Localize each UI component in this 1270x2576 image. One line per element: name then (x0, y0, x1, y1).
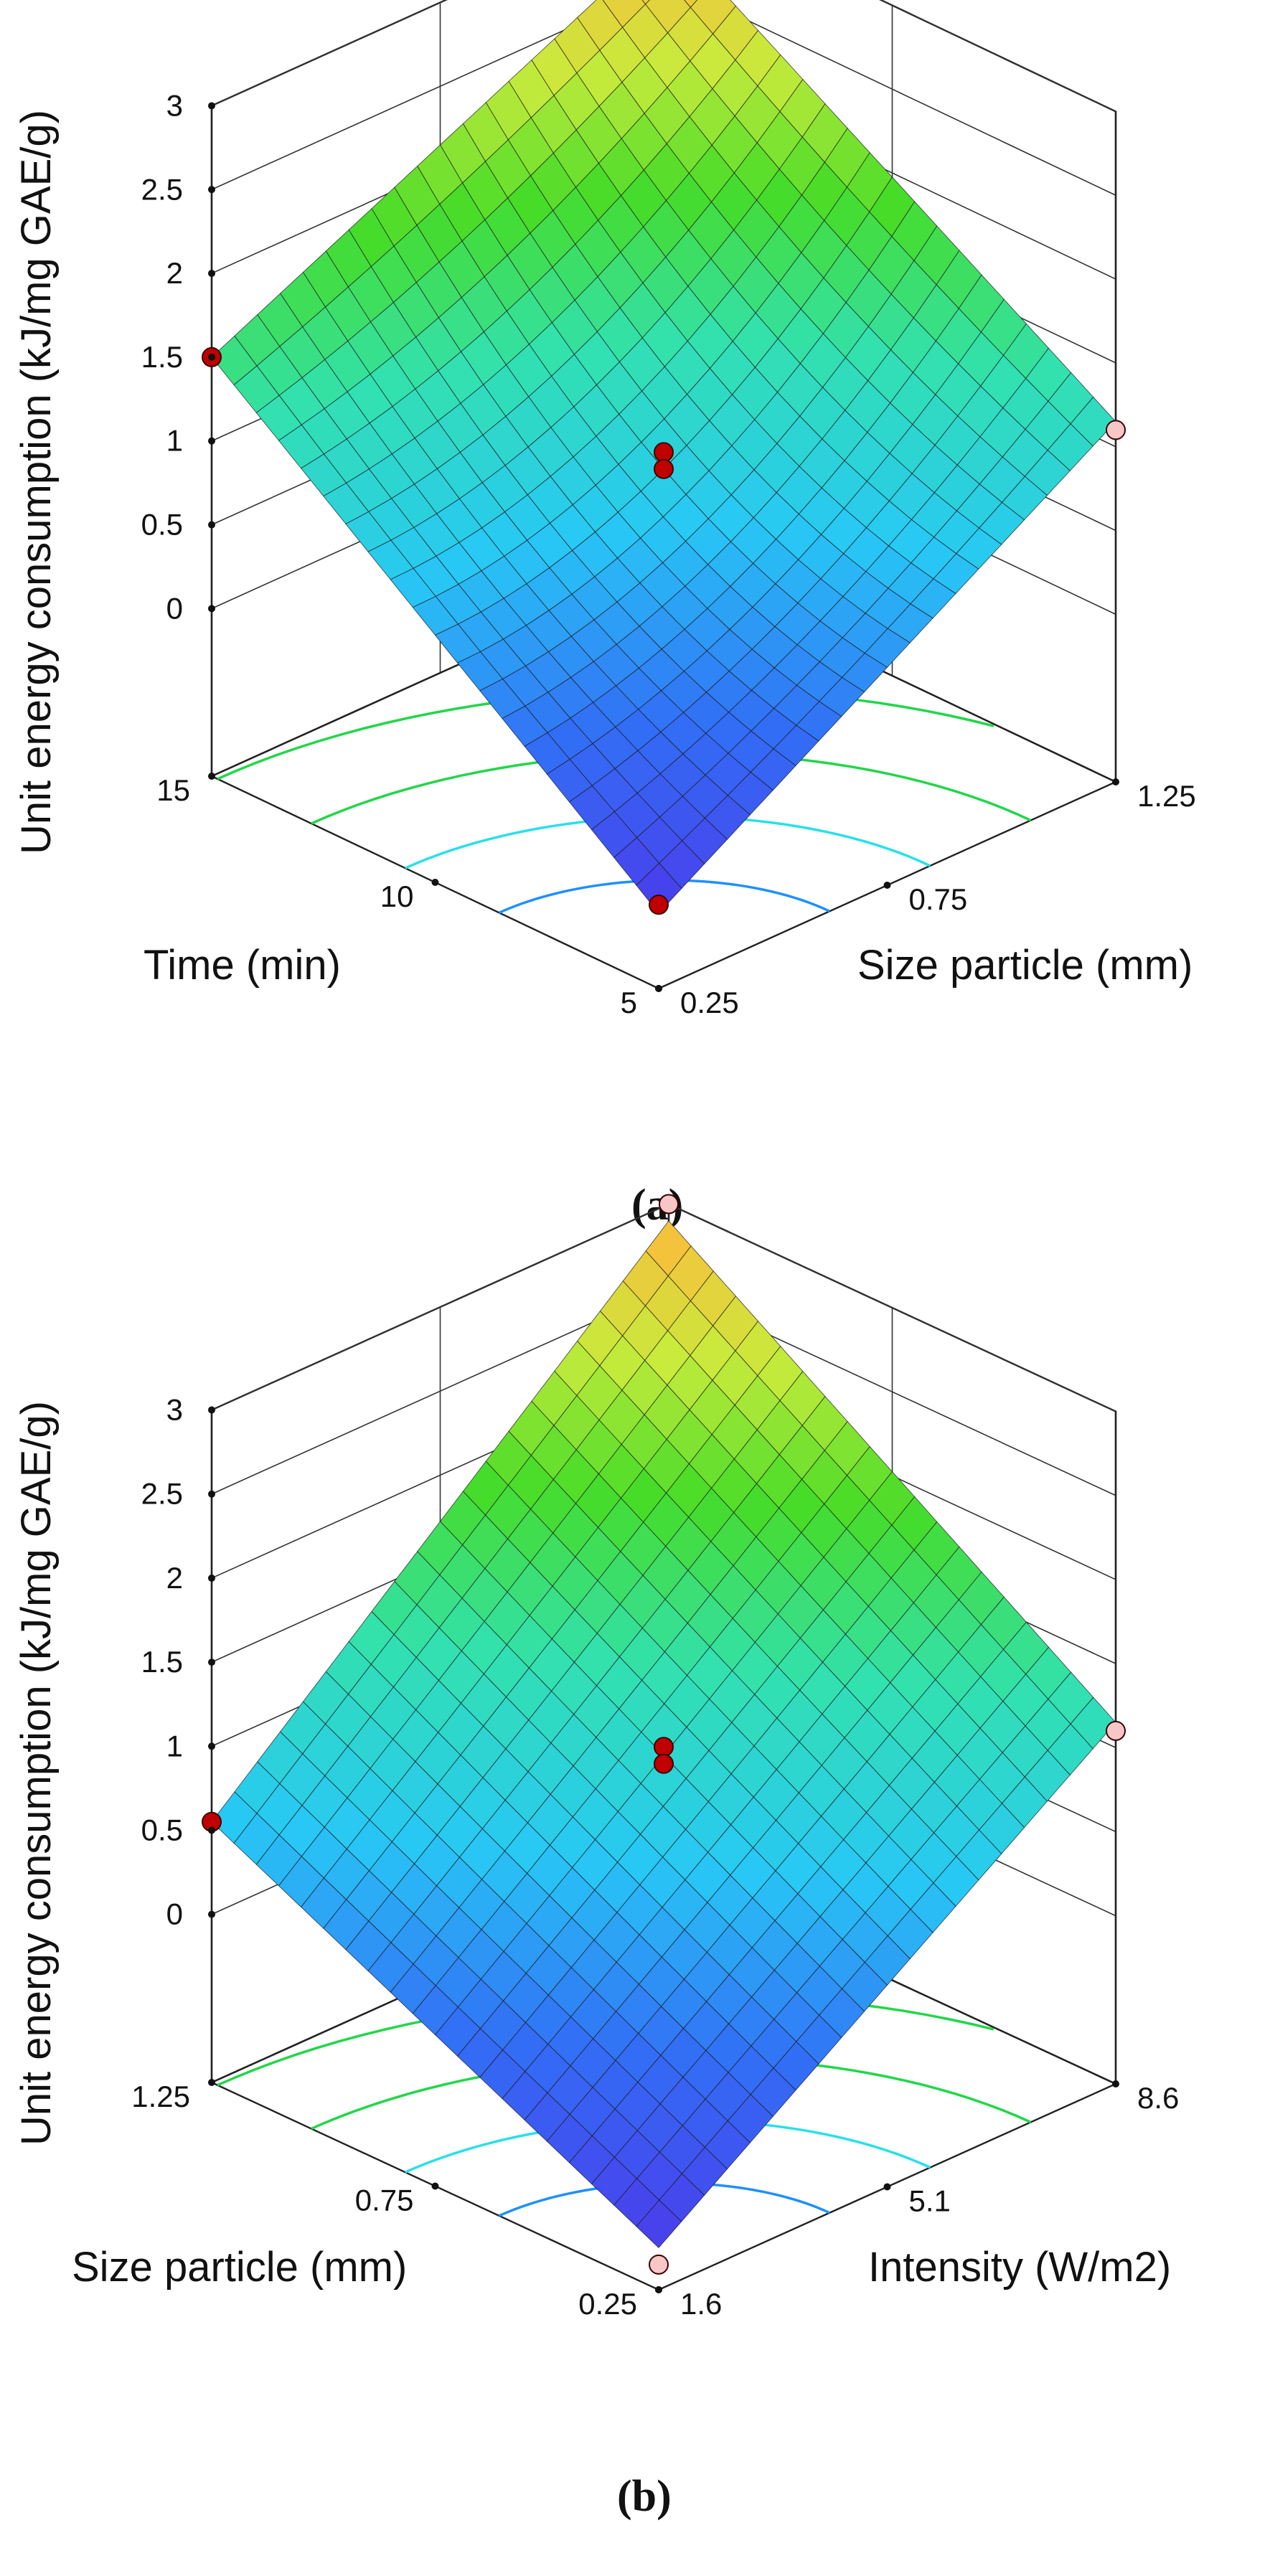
design-point (654, 1753, 674, 1774)
z-tick-mark (208, 437, 215, 445)
right-tick-mark (883, 882, 891, 889)
z-gridline (211, 0, 1116, 113)
left-tick-label: 0.75 (355, 2184, 414, 2217)
surface-facet (641, 0, 650, 5)
z-tick-label: 2 (166, 1561, 183, 1595)
left-tick-label: 5 (621, 986, 637, 1019)
left-tick-label: 15 (156, 773, 190, 807)
z-tick-mark (208, 1659, 215, 1666)
right-axis: 0.25 0.75 1.25 Size particle (mm) (655, 778, 1196, 1019)
design-point (654, 1737, 674, 1758)
right-tick-mark (1112, 778, 1119, 785)
z-tick-label: 1.5 (141, 340, 183, 374)
design-point (649, 895, 669, 915)
response-surface (211, 0, 1116, 914)
right-tick-label: 5.1 (909, 2184, 951, 2218)
right-tick-mark (883, 2183, 891, 2191)
z-axis: 0 0.5 1 1.5 2 2.5 3 (141, 88, 215, 625)
left-tick-mark (208, 2079, 215, 2086)
right-tick-label: 0.25 (680, 986, 739, 1019)
z-tick-label: 3 (166, 1393, 183, 1427)
left-tick-mark (208, 773, 215, 780)
z-tick-label: 1.5 (141, 1645, 183, 1679)
z-tick-mark (208, 270, 215, 278)
design-point (1106, 1720, 1126, 1741)
left-axis: 5 10 15 Time (min) (144, 773, 662, 1019)
panel-label: (b) (617, 2472, 672, 2521)
left-axis-title: Size particle (mm) (72, 2244, 407, 2290)
z-axis-title: Unit energy consumption (kJ/mg GAE/g) (13, 110, 60, 854)
z-tick-label: 2.5 (141, 172, 183, 206)
right-axis-title: Size particle (mm) (857, 942, 1193, 989)
z-tick-mark (208, 1574, 215, 1582)
surface-facet (684, 0, 698, 9)
z-axis: 0 0.5 1 1.5 2 2.5 3 (141, 1393, 215, 1931)
left-tick-label: 10 (380, 879, 414, 913)
z-tick-mark (208, 1826, 215, 1834)
right-axis: 1.6 5.1 8.6 Intensity (W/m2) (655, 2080, 1179, 2321)
left-axis: 0.25 0.75 1.25 Size particle (mm) (72, 2079, 662, 2321)
surface-facet (636, 862, 682, 914)
left-tick-mark (431, 879, 439, 886)
z-tick-label: 1 (166, 1729, 183, 1763)
surface-facet (636, 2199, 682, 2249)
design-point (649, 2254, 669, 2275)
design-point (654, 442, 674, 463)
z-tick-mark (208, 186, 215, 194)
response-surface (211, 1220, 1116, 2249)
z-tick-label: 1 (166, 424, 183, 458)
z-tick-mark (208, 521, 215, 529)
right-tick-mark (1112, 2080, 1119, 2087)
z-gridline (211, 0, 1116, 196)
design-point (654, 458, 674, 479)
z-tick-mark (208, 1742, 215, 1750)
z-tick-label: 2.5 (141, 1477, 183, 1511)
panel-b-chart: 0 0.5 1 1.5 2 2.5 3 0.25 0.75 1.25 Size particle (… (13, 1194, 1179, 2521)
z-tick-mark (208, 1490, 215, 1498)
z-axis-title: Unit energy consumption (kJ/mg GAE/g) (13, 1401, 60, 2146)
z-tick-label: 0.5 (141, 508, 183, 542)
z-tick-label: 2 (166, 256, 183, 290)
z-tick-mark (208, 605, 215, 613)
right-tick-label: 1.25 (1137, 779, 1196, 813)
right-tick-mark (655, 2286, 662, 2293)
right-tick-label: 8.6 (1137, 2081, 1179, 2115)
z-tick-mark (208, 102, 215, 110)
z-tick-mark (208, 353, 215, 361)
left-tick-label: 0.25 (578, 2287, 637, 2321)
z-tick-label: 0 (166, 591, 183, 625)
design-point (659, 1194, 679, 1214)
z-tick-label: 0 (166, 1897, 183, 1931)
z-tick-mark (208, 1910, 215, 1918)
right-axis-title: Intensity (W/m2) (868, 2244, 1171, 2290)
z-tick-label: 0.5 (141, 1813, 183, 1846)
right-tick-mark (655, 985, 662, 992)
left-axis-title: Time (min) (144, 942, 341, 989)
left-tick-mark (431, 2182, 439, 2190)
left-tick-label: 1.25 (131, 2080, 190, 2113)
z-tick-label: 3 (166, 88, 183, 122)
panel-a-chart: 0 0.5 1 1.5 2 2.5 3 5 10 15 Time (min) 0.25 0.75 1.25… (13, 0, 1196, 1230)
right-tick-label: 0.75 (909, 882, 968, 916)
design-point (1106, 420, 1126, 440)
z-tick-mark (208, 1406, 215, 1414)
right-tick-label: 1.6 (680, 2287, 722, 2321)
